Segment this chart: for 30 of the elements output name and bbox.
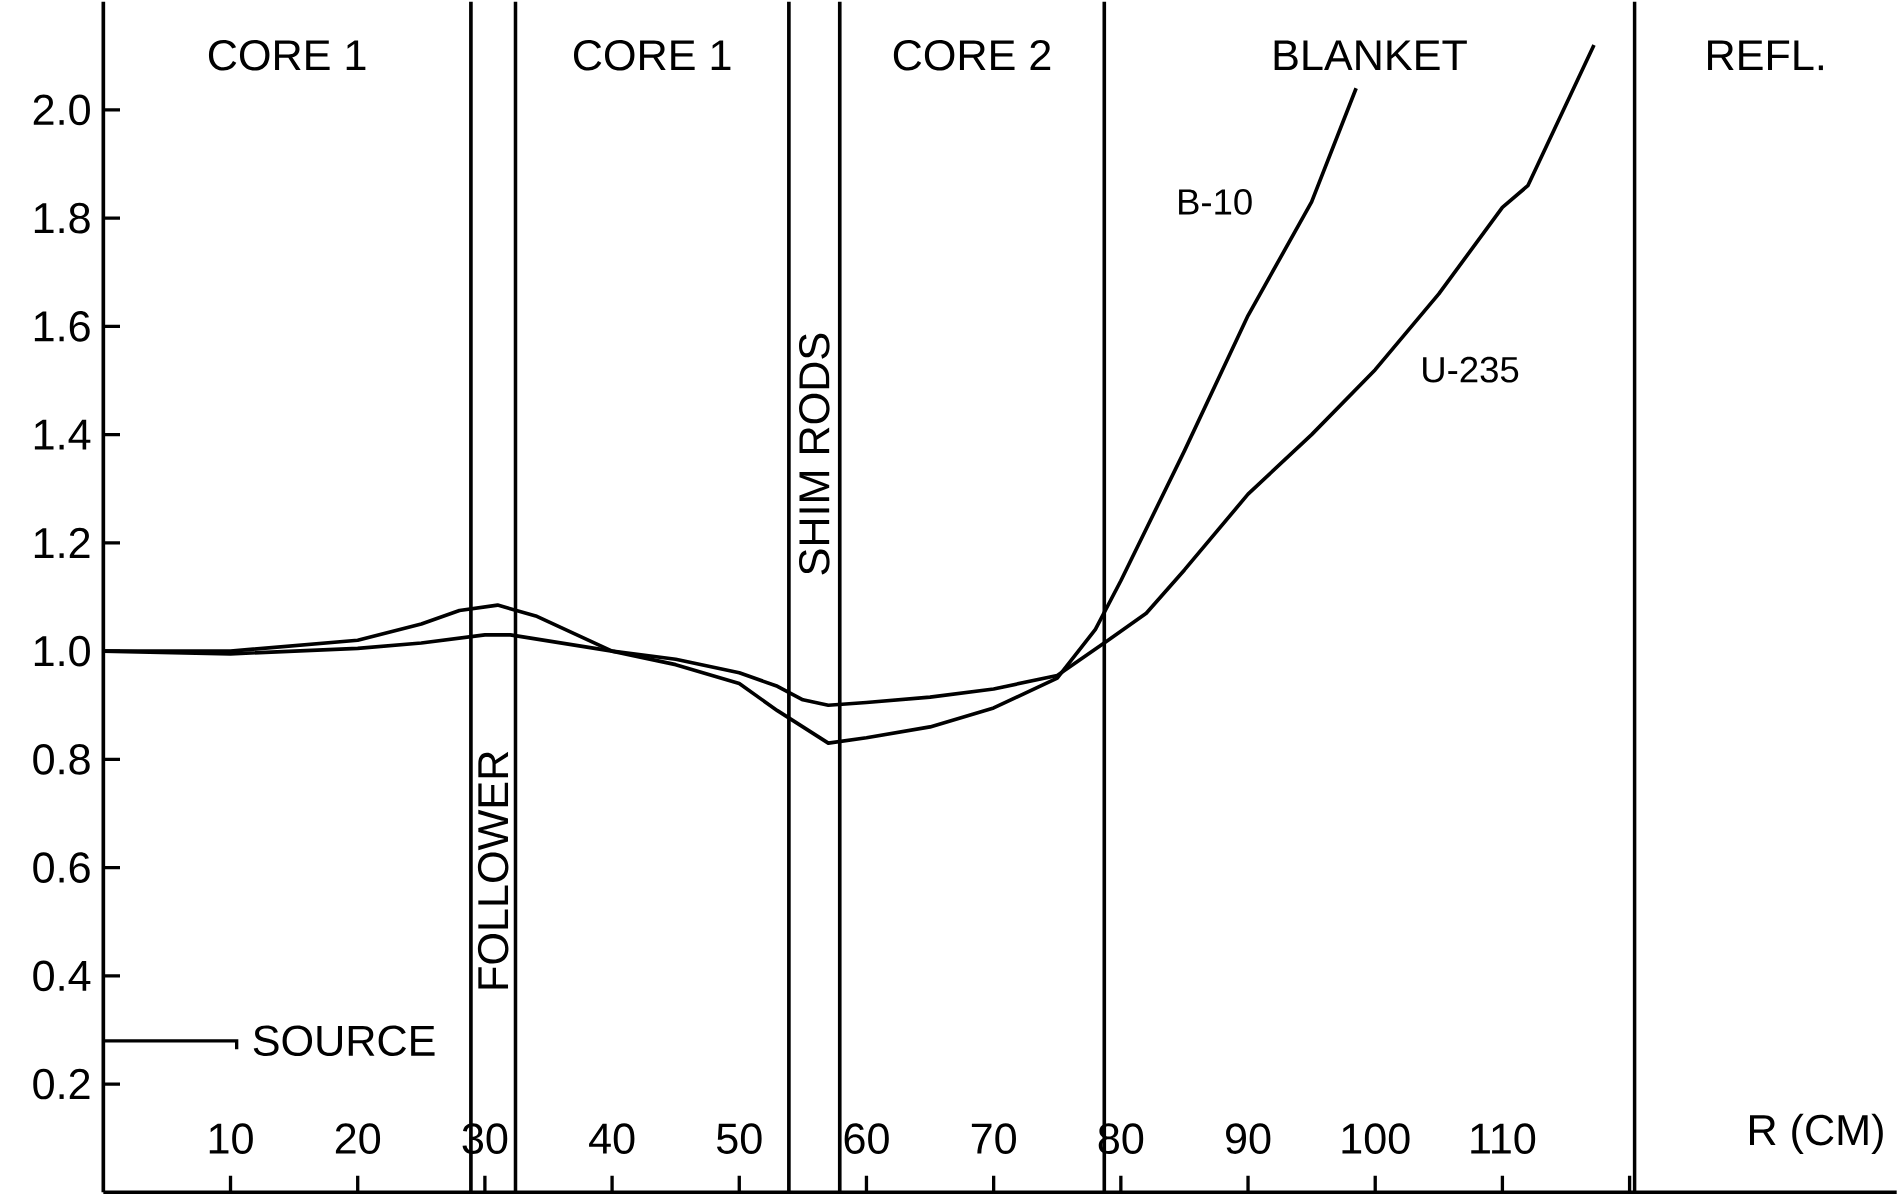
y-tick-label: 0.6 <box>33 852 90 883</box>
x-tick-label: 10 <box>209 1123 253 1154</box>
y-tick-label: 1.0 <box>34 635 90 667</box>
annotation: FOLLOWER <box>477 751 509 989</box>
ref-line-label: SOURCE <box>253 1025 435 1057</box>
annotation: BLANKET <box>1274 40 1467 71</box>
annotation: CORE 1 <box>573 39 731 71</box>
y-tick-label: 0.2 <box>33 1068 90 1100</box>
x-tick-label: 110 <box>1471 1123 1536 1154</box>
y-tick-label: 1.2 <box>34 527 90 558</box>
annotation: SHIM RODS <box>799 333 830 575</box>
x-tick-label: 50 <box>716 1123 762 1154</box>
x-tick-label: 100 <box>1342 1123 1410 1154</box>
annotation: CORE 1 <box>208 39 366 71</box>
y-tick-label: 0.8 <box>33 744 90 775</box>
series-label: B-10 <box>1179 189 1252 215</box>
x-tick-label: 60 <box>844 1123 889 1154</box>
annotation: CORE 2 <box>893 39 1051 71</box>
series-label: U-235 <box>1423 356 1519 383</box>
y-tick-label: 1.8 <box>34 202 90 234</box>
x-tick-label: 20 <box>335 1123 381 1154</box>
y-tick-label: 1.6 <box>34 311 90 342</box>
y-tick-label: 1.4 <box>34 419 91 450</box>
y-tick-label: 2.0 <box>33 94 90 126</box>
y-tick-label: 0.4 <box>33 960 91 992</box>
x-tick-label: 90 <box>1226 1123 1271 1154</box>
x-tick-label: 40 <box>589 1123 635 1154</box>
x-tick-label: 70 <box>971 1123 1016 1154</box>
x-axis-title: R (CM) <box>1750 1113 1883 1154</box>
annotation: REFL. <box>1708 40 1823 71</box>
